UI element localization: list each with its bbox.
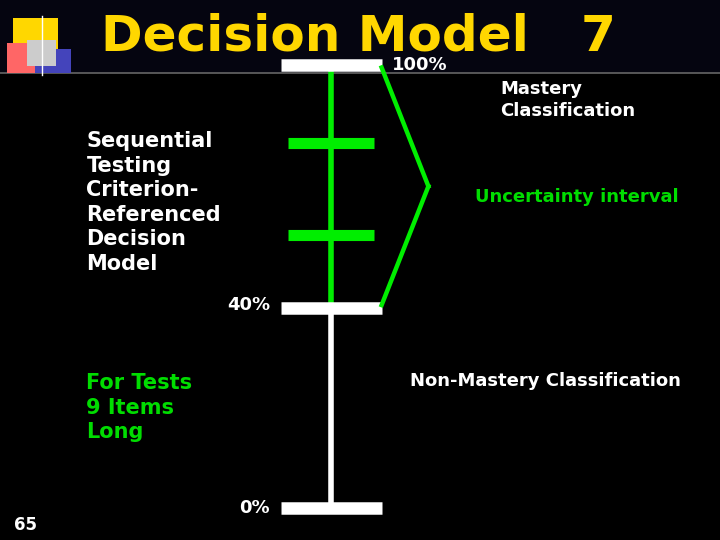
Text: Mastery
Classification: Mastery Classification [500, 80, 636, 120]
Text: 0%: 0% [239, 498, 270, 517]
Text: 40%: 40% [227, 296, 270, 314]
Text: Non-Mastery Classification: Non-Mastery Classification [410, 372, 681, 390]
Bar [0, 0, 720, 73]
Text: Sequential
Testing
Criterion-
Referenced
Decision
Model: Sequential Testing Criterion- Referenced… [86, 131, 221, 274]
Text: For Tests
9 Items
Long: For Tests 9 Items Long [86, 373, 192, 442]
Text: 65: 65 [14, 516, 37, 534]
Bar [13, 18, 58, 57]
Text: Decision Model   7: Decision Model 7 [101, 13, 616, 60]
Bar [7, 43, 42, 73]
Text: Uncertainty interval: Uncertainty interval [475, 188, 679, 206]
Bar [35, 49, 71, 73]
Text: 100%: 100% [392, 56, 448, 74]
Bar [27, 40, 56, 66]
